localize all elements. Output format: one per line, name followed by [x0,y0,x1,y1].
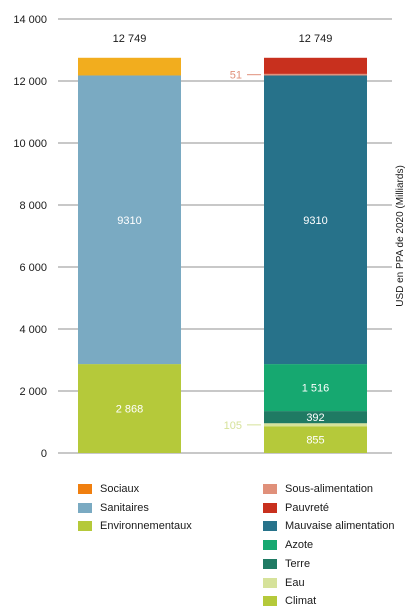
legend-label: Eau [285,576,305,589]
segment-label: 51 [230,70,242,82]
segment-label: 2 868 [116,404,144,416]
segment-label: 855 [306,435,324,447]
legend-label: Pauvreté [285,501,330,514]
legend-swatch [78,502,92,513]
segment-label: 9310 [117,215,141,227]
legend-swatch [263,521,277,532]
legend-swatch [263,577,277,588]
bar-total-label: 12 749 [113,33,147,45]
segment-climat [264,426,367,453]
legend-swatch [263,540,277,551]
legend-label: Terre [285,557,311,570]
legend-label: Sanitaires [100,501,149,514]
y-tick-label: 6 000 [19,262,47,274]
segment-mauvaise-alimentation [264,75,367,365]
legend-label: Azote [285,539,314,552]
legend-label: Sociaux [100,483,140,495]
y-tick-label: 14 000 [13,14,47,26]
segment-azote [264,364,367,412]
segment-label: 1 516 [302,383,330,395]
y-tick-label: 2 000 [19,386,47,398]
legend-swatch [263,484,277,494]
y-axis-ticks: 0 2 000 4 000 6 000 8 000 10 000 12 000 14 000 [13,14,47,460]
y-tick-label: 8 000 [19,200,47,212]
segment-label: 9310 [303,215,327,227]
legend-swatch [78,484,92,494]
segment-eau [264,423,367,427]
y-tick-label: 4 000 [19,324,47,336]
legend-swatch [263,502,277,513]
legend-label: Mauvaise alimentation [285,520,395,533]
y-axis-label: USD en PPA de 2020 (Milliards) [395,165,406,307]
segment-label: 105 [224,420,242,432]
y-tick-label: 10 000 [13,138,47,150]
bar-1: 2 868 9310 12 749 [78,33,181,453]
bar-total-label: 12 749 [299,33,333,45]
y-tick-label: 12 000 [13,76,47,88]
legend-swatch [263,558,277,569]
legend-label: Climat [285,595,317,608]
bar-2: 855 105 392 1 516 9310 51 12 749 [224,33,367,453]
segment-environnementaux [78,364,181,453]
legend-swatch [263,596,277,607]
segment-sociaux [78,57,181,76]
segment-sous-alimentation [264,73,367,76]
legend-swatch [78,521,92,532]
bars: 2 868 9310 12 749 855 105 392 1 516 9310 51 12 74… [78,33,367,453]
legend-label: Sous-alimentation [285,483,374,495]
segment-terre [264,411,367,424]
segment-label: 392 [306,412,324,424]
legend-label: Environnementaux [100,520,192,533]
y-tick-label: 0 [41,448,47,460]
segment-sanitaires [78,75,181,365]
segment-pauvrete [264,57,367,74]
